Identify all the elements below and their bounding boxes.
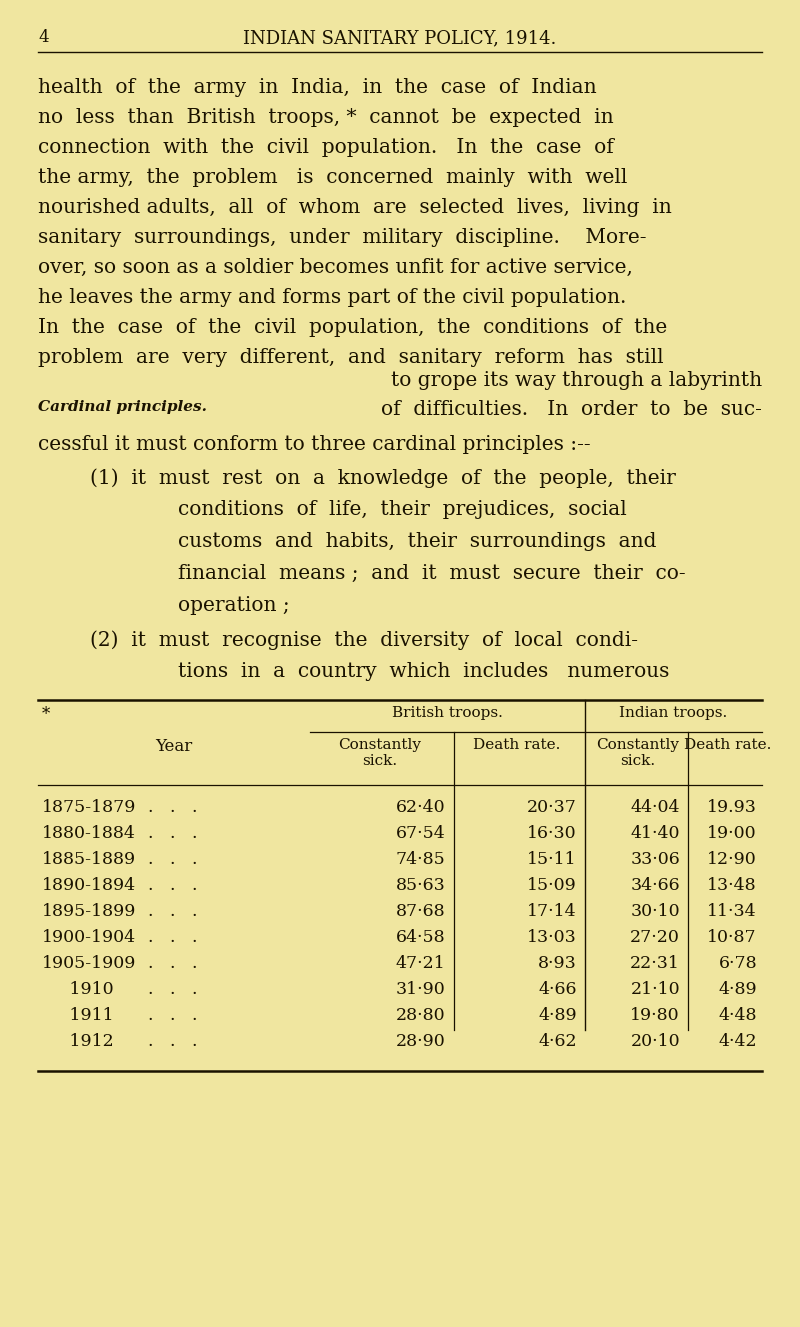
Text: 27·20: 27·20: [630, 929, 680, 946]
Text: 22·31: 22·31: [630, 955, 680, 971]
Text: over, so soon as a soldier becomes unfit for active service,: over, so soon as a soldier becomes unfit…: [38, 257, 633, 277]
Text: *: *: [42, 706, 50, 723]
Text: 15·11: 15·11: [527, 851, 577, 868]
Text: 4·48: 4·48: [718, 1007, 757, 1024]
Text: 4·62: 4·62: [538, 1032, 577, 1050]
Text: Death rate.: Death rate.: [684, 738, 772, 752]
Text: sanitary  surroundings,  under  military  discipline.    More-: sanitary surroundings, under military di…: [38, 228, 646, 247]
Text: 1885-1889: 1885-1889: [42, 851, 136, 868]
Text: 1900-1904: 1900-1904: [42, 929, 136, 946]
Text: 85·63: 85·63: [396, 877, 446, 894]
Text: problem  are  very  different,  and  sanitary  reform  has  still: problem are very different, and sanitary…: [38, 348, 664, 368]
Text: In  the  case  of  the  civil  population,  the  conditions  of  the: In the case of the civil population, the…: [38, 318, 667, 337]
Text: 20·37: 20·37: [527, 799, 577, 816]
Text: 87·68: 87·68: [396, 902, 446, 920]
Text: 28·90: 28·90: [396, 1032, 446, 1050]
Text: 4·89: 4·89: [718, 981, 757, 998]
Text: .   .   .: . . .: [137, 1007, 198, 1024]
Text: 13·03: 13·03: [527, 929, 577, 946]
Text: operation ;: operation ;: [178, 596, 290, 614]
Text: 19·80: 19·80: [630, 1007, 680, 1024]
Text: no  less  than  British  troops, *  cannot  be  expected  in: no less than British troops, * cannot be…: [38, 107, 614, 127]
Text: 1911: 1911: [42, 1007, 114, 1024]
Text: (1)  it  must  rest  on  a  knowledge  of  the  people,  their: (1) it must rest on a knowledge of the p…: [90, 468, 676, 487]
Text: 30·10: 30·10: [630, 902, 680, 920]
Text: .   .   .: . . .: [137, 902, 198, 920]
Text: 6·78: 6·78: [718, 955, 757, 971]
Text: 1910: 1910: [42, 981, 114, 998]
Text: 1890-1894: 1890-1894: [42, 877, 136, 894]
Text: .   .   .: . . .: [137, 955, 198, 971]
Text: .   .   .: . . .: [137, 981, 198, 998]
Text: 44·04: 44·04: [630, 799, 680, 816]
Text: 16·30: 16·30: [527, 825, 577, 843]
Text: Cardinal principles.: Cardinal principles.: [38, 399, 207, 414]
Text: 1875-1879: 1875-1879: [42, 799, 136, 816]
Text: 12·90: 12·90: [707, 851, 757, 868]
Text: 67·54: 67·54: [396, 825, 446, 843]
Text: financial  means ;  and  it  must  secure  their  co-: financial means ; and it must secure the…: [178, 564, 686, 583]
Text: 13·48: 13·48: [707, 877, 757, 894]
Text: cessful it must conform to three cardinal principles :--: cessful it must conform to three cardina…: [38, 435, 590, 454]
Text: 62·40: 62·40: [396, 799, 446, 816]
Text: 11·34: 11·34: [707, 902, 757, 920]
Text: 4·66: 4·66: [538, 981, 577, 998]
Text: 31·90: 31·90: [396, 981, 446, 998]
Text: to grope its way through a labyrinth: to grope its way through a labyrinth: [391, 372, 762, 390]
Text: 1905-1909: 1905-1909: [42, 955, 136, 971]
Text: 21·10: 21·10: [630, 981, 680, 998]
Text: 17·14: 17·14: [527, 902, 577, 920]
Text: 19.93: 19.93: [707, 799, 757, 816]
Text: (2)  it  must  recognise  the  diversity  of  local  condi-: (2) it must recognise the diversity of l…: [90, 630, 638, 650]
Text: 28·80: 28·80: [396, 1007, 446, 1024]
Text: conditions  of  life,  their  prejudices,  social: conditions of life, their prejudices, so…: [178, 500, 626, 519]
Text: .   .   .: . . .: [137, 877, 198, 894]
Text: 4·89: 4·89: [538, 1007, 577, 1024]
Text: INDIAN SANITARY POLICY, 1914.: INDIAN SANITARY POLICY, 1914.: [243, 29, 557, 46]
Text: 64·58: 64·58: [396, 929, 446, 946]
Text: health  of  the  army  in  India,  in  the  case  of  Indian: health of the army in India, in the case…: [38, 78, 597, 97]
Text: customs  and  habits,  their  surroundings  and: customs and habits, their surroundings a…: [178, 532, 657, 551]
Text: nourished adults,  all  of  whom  are  selected  lives,  living  in: nourished adults, all of whom are select…: [38, 198, 672, 218]
Text: he leaves the army and forms part of the civil population.: he leaves the army and forms part of the…: [38, 288, 626, 307]
Text: 20·10: 20·10: [630, 1032, 680, 1050]
Text: 47·21: 47·21: [396, 955, 446, 971]
Text: 33·06: 33·06: [630, 851, 680, 868]
Text: 74·85: 74·85: [396, 851, 446, 868]
Text: 41·40: 41·40: [630, 825, 680, 843]
Text: 8·93: 8·93: [538, 955, 577, 971]
Text: 4·42: 4·42: [718, 1032, 757, 1050]
Text: 15·09: 15·09: [527, 877, 577, 894]
Text: .   .   .: . . .: [137, 851, 198, 868]
Text: Constantly
sick.: Constantly sick.: [597, 738, 679, 768]
Text: 4: 4: [38, 29, 49, 46]
Text: .   .   .: . . .: [137, 1032, 198, 1050]
Text: Year: Year: [155, 738, 193, 755]
Text: of  difficulties.   In  order  to  be  suc-: of difficulties. In order to be suc-: [381, 399, 762, 419]
Text: 1912: 1912: [42, 1032, 114, 1050]
Text: .   .   .: . . .: [137, 929, 198, 946]
Text: 19·00: 19·00: [707, 825, 757, 843]
Text: Indian troops.: Indian troops.: [619, 706, 728, 721]
Text: 10·87: 10·87: [707, 929, 757, 946]
Text: .   .   .: . . .: [137, 799, 198, 816]
Text: 1895-1899: 1895-1899: [42, 902, 136, 920]
Text: 34·66: 34·66: [630, 877, 680, 894]
Text: British troops.: British troops.: [392, 706, 503, 721]
Text: Death rate.: Death rate.: [474, 738, 561, 752]
Text: 1880-1884: 1880-1884: [42, 825, 136, 843]
Text: the army,  the  problem   is  concerned  mainly  with  well: the army, the problem is concerned mainl…: [38, 169, 627, 187]
Text: Constantly
sick.: Constantly sick.: [338, 738, 422, 768]
Text: tions  in  a  country  which  includes   numerous: tions in a country which includes numero…: [178, 662, 670, 681]
Text: connection  with  the  civil  population.   In  the  case  of: connection with the civil population. In…: [38, 138, 614, 157]
Text: .   .   .: . . .: [137, 825, 198, 843]
